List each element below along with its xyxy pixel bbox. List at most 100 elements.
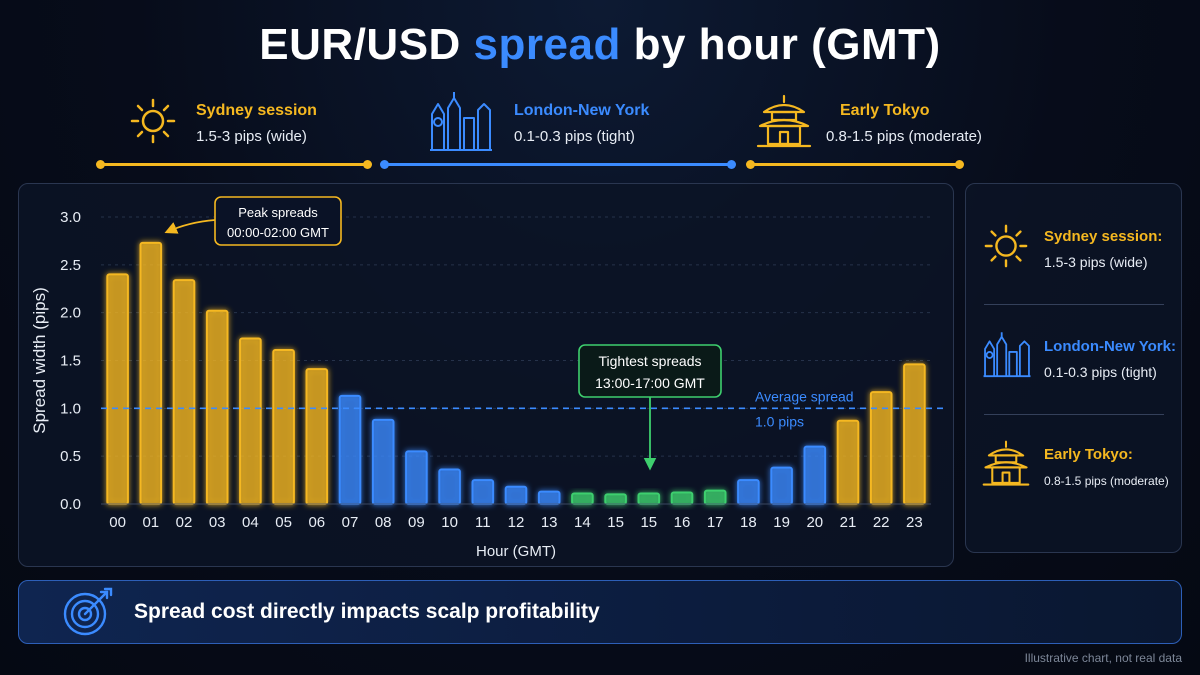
line-start-dot [96, 160, 105, 169]
peak-annotation-title: Peak spreads [238, 205, 318, 220]
footer-banner: Spread cost directly impacts scalp profi… [18, 580, 1182, 644]
x-tick-label: 17 [707, 514, 724, 531]
bar [637, 492, 661, 505]
sun-icon [984, 224, 1028, 268]
session-early-tokyo: Early Tokyo 0.8-1.5 pips (moderate) [756, 92, 1006, 152]
x-tick-label: 21 [840, 514, 857, 531]
x-tick-label: 07 [342, 514, 359, 531]
london-newyork-session-line [380, 160, 736, 169]
bar [172, 279, 196, 505]
x-tick-label: 23 [906, 514, 923, 531]
tightest-annotation-range: 13:00-17:00 GMT [595, 375, 705, 391]
bar [670, 491, 694, 505]
x-tick-label: 15 [607, 514, 624, 531]
legend-name: London-New York: [1044, 338, 1176, 355]
bar [106, 273, 129, 506]
x-tick-label: 06 [308, 514, 325, 531]
city-skyline-icon [430, 92, 492, 151]
session-name: Early Tokyo [840, 102, 930, 119]
y-tick-label: 1.5 [60, 353, 81, 370]
legend-item-sydney: Sydney session: 1.5-3 pips (wide) [982, 222, 1172, 292]
sun-icon [130, 98, 176, 144]
bar [803, 445, 827, 506]
bar [338, 394, 362, 505]
title-prefix: EUR/USD [259, 20, 474, 69]
legend-desc: 1.5-3 pips (wide) [1044, 254, 1148, 270]
bar [305, 368, 329, 505]
x-tick-label: 16 [674, 514, 691, 531]
x-tick-label: 04 [242, 514, 259, 531]
bar [737, 479, 760, 506]
page-title: EUR/USD spread by hour (GMT) [0, 20, 1200, 70]
bar [371, 418, 395, 506]
session-name: London-New York [514, 102, 650, 119]
chart-panel: Average spread 1.0 pips 0.0 0.5 1.0 1.5 2.0 2.… [18, 183, 954, 567]
legend-item-early-tokyo: Early Tokyo: 0.8-1.5 pips (moderate) [982, 440, 1172, 510]
bar [836, 419, 860, 506]
disclaimer-note: Illustrative chart, not real data [1024, 651, 1182, 665]
session-desc: 0.1-0.3 pips (tight) [514, 128, 635, 145]
title-suffix: by hour (GMT) [620, 20, 941, 69]
early-tokyo-session-line [746, 160, 964, 169]
tightest-annotation-title: Tightest spreads [599, 353, 702, 369]
legend-divider [984, 414, 1164, 415]
y-tick-label: 2.5 [60, 257, 81, 274]
bar [405, 450, 428, 505]
peak-annotation-box [214, 196, 342, 246]
x-tick-label: 18 [740, 514, 757, 531]
legend-desc: 0.1-0.3 pips (tight) [1044, 364, 1157, 380]
x-axis-label: Hour (GMT) [476, 543, 556, 560]
bar [903, 363, 926, 505]
bar [139, 241, 163, 506]
bar [471, 479, 495, 506]
bar [272, 348, 295, 505]
footer-text: Spread cost directly impacts scalp profi… [134, 600, 600, 623]
x-tick-label: 05 [275, 514, 292, 531]
legend-panel: Sydney session: 1.5-3 pips (wide) London… [965, 183, 1182, 553]
y-tick-label: 0.5 [60, 448, 81, 465]
bar [504, 485, 528, 505]
pagoda-icon [756, 94, 812, 148]
y-tick-label: 2.0 [60, 305, 81, 322]
x-tick-label: 22 [873, 514, 890, 531]
session-sydney: Sydney session 1.5-3 pips (wide) [128, 92, 378, 152]
average-line-value: 1.0 pips [755, 413, 804, 429]
x-tick-label: 11 [475, 514, 491, 531]
bar [438, 468, 461, 505]
session-london-newyork: London-New York 0.1-0.3 pips (tight) [428, 92, 688, 152]
legend-name: Early Tokyo: [1044, 446, 1133, 463]
sydney-session-line [96, 160, 372, 169]
legend-name: Sydney session: [1044, 228, 1163, 245]
bar [537, 490, 561, 505]
x-tick-label: 01 [142, 514, 159, 531]
bar [571, 492, 594, 505]
bar [239, 337, 262, 505]
legend-item-london-newyork: London-New York: 0.1-0.3 pips (tight) [982, 332, 1176, 402]
x-tick-label: 10 [441, 514, 458, 531]
bar [703, 489, 727, 505]
bar [770, 466, 793, 505]
x-tick-label: 14 [574, 514, 591, 531]
line-start-dot [746, 160, 755, 169]
x-tick-label: 02 [176, 514, 193, 531]
line-end-dot [363, 160, 372, 169]
x-tick-label: 03 [209, 514, 226, 531]
peak-annotation-arrow [164, 219, 216, 234]
line-start-dot [380, 160, 389, 169]
y-tick-label: 3.0 [60, 209, 81, 226]
x-tick-label: 09 [408, 514, 425, 531]
title-accent: spread [473, 20, 621, 69]
target-icon [63, 587, 113, 636]
x-tick-label: 00 [109, 514, 126, 531]
city-skyline-icon [983, 332, 1031, 378]
bar [604, 493, 627, 505]
session-desc: 0.8-1.5 pips (moderate) [826, 128, 982, 145]
legend-desc: 0.8-1.5 pips (moderate) [1044, 474, 1169, 488]
y-axis-label: Spread width (pips) [30, 287, 49, 433]
spread-bar-chart: Average spread 1.0 pips 0.0 0.5 1.0 1.5 2.0 2.… [30, 196, 943, 560]
line-end-dot [955, 160, 964, 169]
session-name: Sydney session [196, 102, 317, 119]
x-tick-label: 19 [773, 514, 790, 531]
y-tick-label: 0.0 [60, 496, 81, 513]
session-desc: 1.5-3 pips (wide) [196, 128, 307, 145]
